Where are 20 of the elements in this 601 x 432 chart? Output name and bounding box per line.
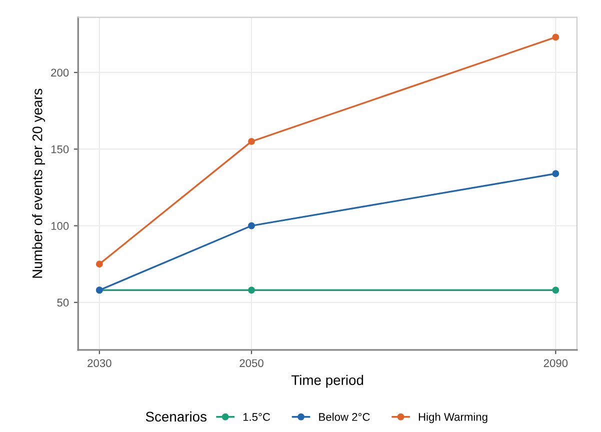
point	[248, 138, 255, 145]
legend-label: 1.5°C	[243, 413, 270, 421]
legend-label: Below 2°C	[319, 412, 370, 421]
x-tick-label: 2050	[240, 359, 264, 368]
x-tick-label: 2030	[88, 359, 112, 368]
x-tick-label: 2090	[544, 359, 568, 368]
y-tick-label: 150	[51, 145, 69, 154]
point	[552, 34, 560, 41]
y-tick-label: 100	[51, 222, 69, 230]
point	[552, 286, 560, 294]
legend-title: Scenarios	[146, 411, 206, 422]
y-axis-title: Number of events per 20 years	[32, 88, 46, 278]
point	[248, 222, 255, 230]
point	[96, 260, 103, 268]
point	[552, 170, 560, 178]
y-tick-label: 200	[51, 68, 69, 77]
point	[248, 286, 255, 294]
y-tick-label: 50	[57, 298, 69, 307]
x-axis-title: Time period	[291, 374, 364, 388]
legend-label: High Warming	[418, 412, 488, 424]
